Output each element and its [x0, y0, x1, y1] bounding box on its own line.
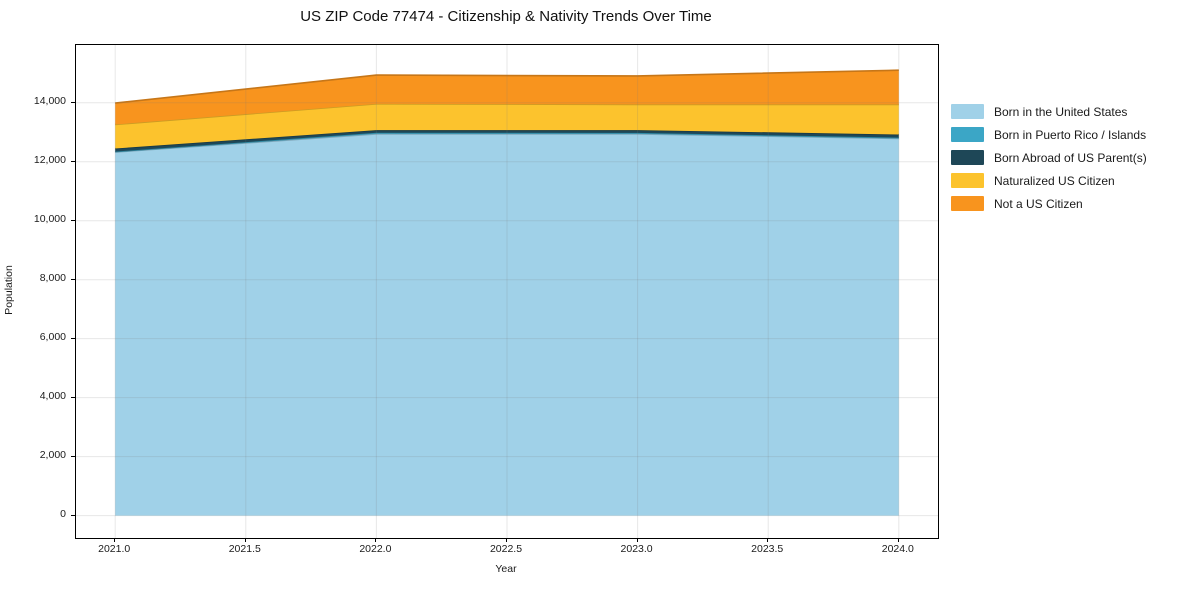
area-series-4 [115, 70, 899, 125]
legend-swatch [951, 104, 984, 119]
xtick-mark [244, 538, 246, 542]
xtick-label: 2022.0 [359, 543, 392, 555]
legend-label: Born in the United States [994, 104, 1128, 119]
xtick-label: 2022.5 [489, 543, 523, 555]
legend-swatch [951, 196, 984, 211]
legend-item-1: Born in Puerto Rico / Islands [951, 123, 1147, 146]
ytick-label: 10,000 [33, 213, 66, 226]
xtick-mark [506, 538, 507, 542]
xtick-mark [897, 538, 899, 542]
area-series-0 [115, 133, 899, 516]
ytick-label: 8,000 [39, 272, 66, 285]
legend-item-4: Not a US Citizen [951, 192, 1147, 215]
legend-swatch [951, 150, 984, 165]
ytick-mark [71, 160, 75, 162]
xtick-label: 2021.0 [98, 543, 131, 555]
legend-item-3: Naturalized US Citizen [951, 169, 1147, 192]
xtick-mark [636, 538, 638, 542]
xtick-mark [114, 538, 116, 542]
ytick-label: 4,000 [39, 390, 66, 403]
ytick-mark [71, 514, 75, 516]
ytick-label: 12,000 [33, 154, 66, 167]
ytick-label: 14,000 [33, 95, 66, 108]
x-axis-label: Year [495, 563, 517, 575]
xtick-label: 2023.5 [751, 543, 784, 555]
ytick-mark [71, 396, 75, 398]
ytick-label: 0 [60, 508, 66, 521]
legend-label: Naturalized US Citizen [994, 173, 1115, 188]
xtick-label: 2021.5 [228, 543, 261, 555]
ytick-label: 2,000 [39, 449, 66, 462]
ytick-mark [71, 101, 75, 103]
legend: Born in the United States Born in Puerto … [951, 100, 1147, 215]
xtick-label: 2024.0 [881, 543, 914, 555]
chart-title: US ZIP Code 77474 - Citizenship & Nativi… [300, 8, 712, 25]
stacked-area-chart [76, 45, 938, 538]
xtick-mark [375, 538, 377, 542]
plot-area [75, 44, 939, 539]
ytick-mark [71, 219, 75, 221]
xtick-mark [767, 538, 769, 542]
y-axis-label: Population [3, 265, 15, 315]
area-edge-4 [115, 69, 899, 104]
legend-item-2: Born Abroad of US Parent(s) [951, 146, 1147, 169]
legend-label: Born in Puerto Rico / Islands [994, 127, 1147, 142]
legend-item-0: Born in the United States [951, 100, 1147, 123]
area-series-3 [115, 103, 899, 149]
ytick-mark [71, 455, 75, 457]
ytick-mark [71, 337, 75, 339]
legend-swatch [951, 173, 984, 188]
legend-label: Not a US Citizen [994, 196, 1083, 211]
ytick-mark [71, 278, 75, 280]
legend-swatch [951, 127, 984, 142]
ytick-label: 6,000 [39, 331, 66, 344]
legend-label: Born Abroad of US Parent(s) [994, 150, 1147, 165]
xtick-label: 2023.0 [620, 543, 653, 555]
